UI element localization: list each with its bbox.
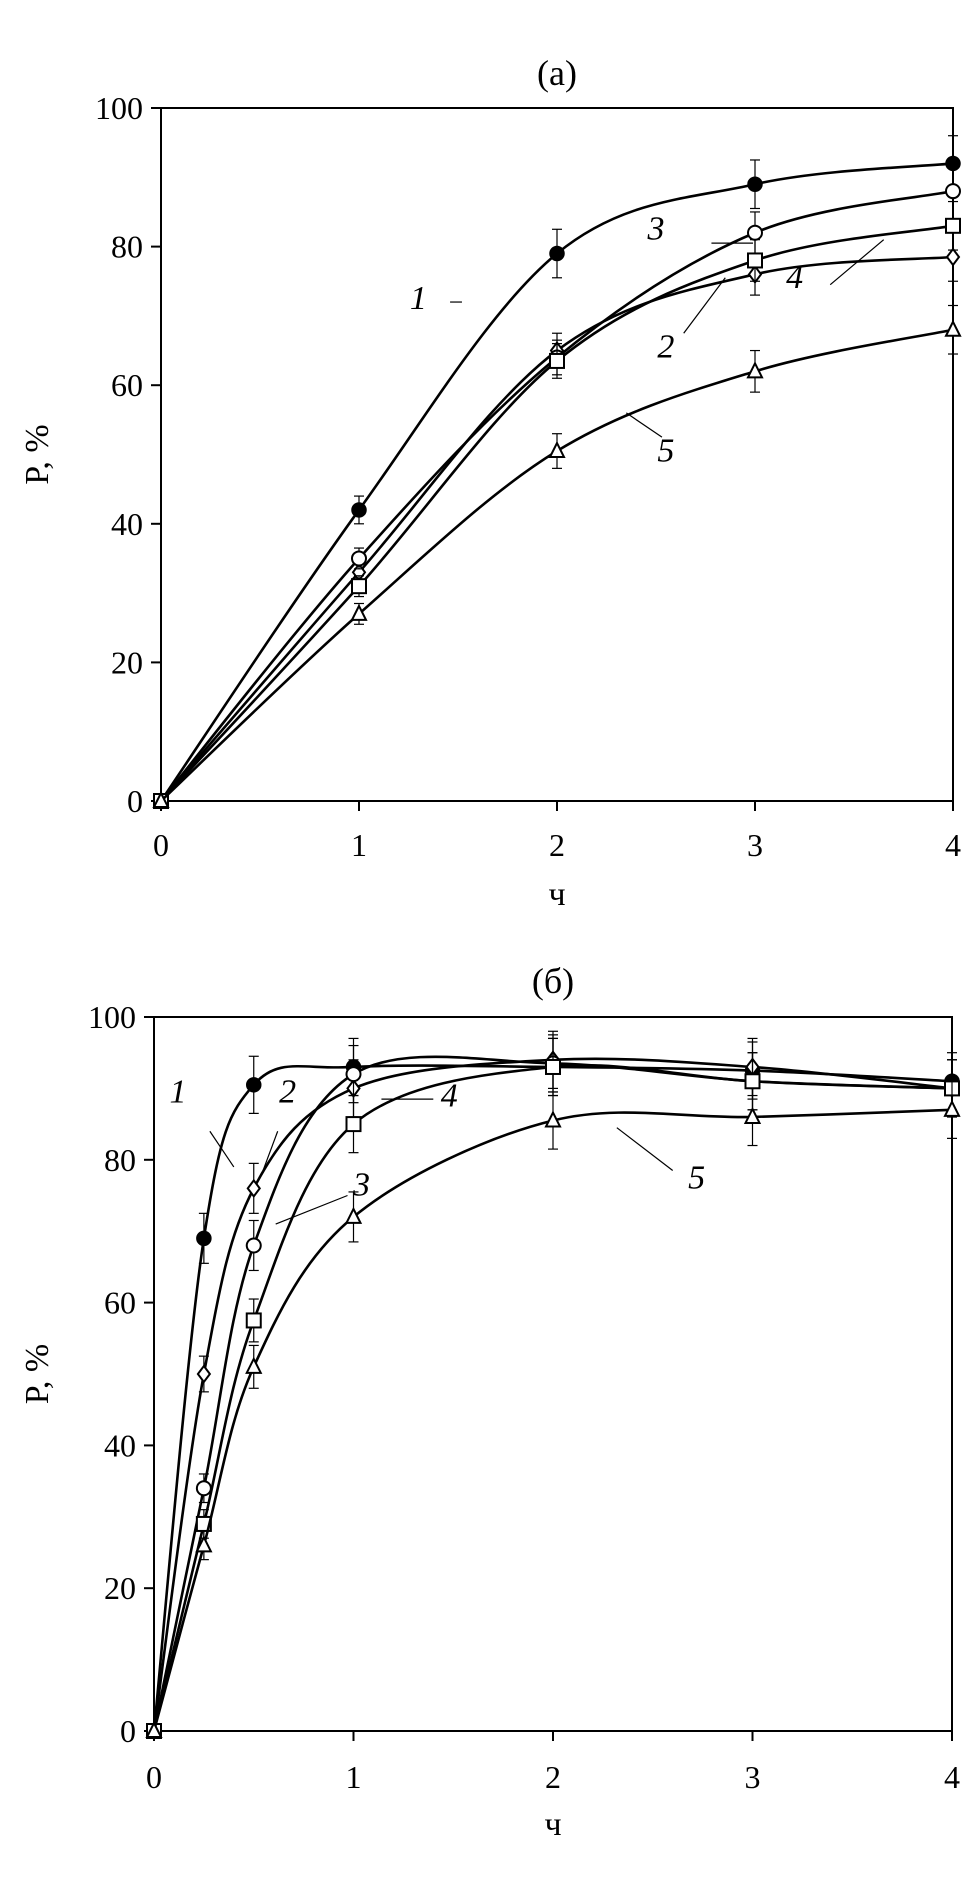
- data-point-series-4: [744, 1073, 761, 1090]
- series-2: [153, 232, 961, 811]
- x-tick-label: 2: [549, 827, 565, 863]
- y-tick-label: 100: [88, 999, 136, 1035]
- chart-title: (а): [537, 53, 577, 93]
- data-point-series-5: [743, 1106, 762, 1124]
- x-tick-label: 0: [153, 827, 169, 863]
- x-tick-label: 3: [747, 827, 763, 863]
- data-point-series-4: [945, 217, 961, 234]
- curve-label-leader: [829, 239, 885, 286]
- x-tick-label: 2: [545, 1759, 561, 1795]
- data-point-series-5: [944, 319, 962, 337]
- curve-label: 1: [410, 280, 427, 317]
- x-tick-label: 1: [346, 1759, 362, 1795]
- data-point-series-5: [245, 1356, 263, 1374]
- y-tick-label: 60: [111, 367, 143, 403]
- y-tick-label: 80: [111, 229, 143, 265]
- data-point-series-3: [245, 1237, 262, 1254]
- series-1: [153, 135, 961, 809]
- data-point-series-5: [350, 603, 368, 621]
- y-axis-label: P, %: [19, 1344, 56, 1404]
- data-point-series-5: [548, 440, 566, 459]
- series-3-line: [159, 189, 954, 802]
- curve-label: 4: [786, 259, 803, 296]
- data-point-series-1: [196, 1230, 212, 1247]
- x-tick-label: 4: [944, 1759, 960, 1795]
- y-tick-label: 40: [104, 1427, 136, 1463]
- y-tick-label: 20: [111, 644, 143, 680]
- chart-panel-a: 0 20 40 60 80 100 0 1 2 3 4 (а) ч P, % 1 3 2 4 5: [19, 53, 962, 913]
- data-point-series-2: [945, 247, 961, 267]
- curve-label-leader: [625, 412, 663, 438]
- data-point-series-4: [351, 578, 367, 595]
- y-tick-label: 60: [104, 1285, 136, 1321]
- series-1-line: [159, 162, 954, 802]
- series-2-line: [160, 255, 954, 802]
- data-point-series-5: [746, 361, 764, 379]
- curve-label: 5: [688, 1159, 705, 1196]
- series-5: [145, 1080, 961, 1738]
- data-point-series-5: [152, 790, 170, 808]
- x-tick-label: 0: [146, 1759, 162, 1795]
- series-4-line: [152, 1064, 953, 1732]
- data-point-series-3: [747, 224, 763, 241]
- data-point-series-4: [549, 352, 565, 369]
- curve-label: 3: [352, 1167, 370, 1204]
- curve-label: 4: [441, 1077, 458, 1114]
- curve-label-leader: [616, 1127, 674, 1171]
- series-3-line: [152, 1055, 953, 1732]
- curve-label: 3: [647, 211, 665, 248]
- series-2-line: [152, 1057, 953, 1732]
- curve-label-leader: [209, 1130, 235, 1168]
- data-point-series-4: [545, 1058, 561, 1075]
- x-tick-label: 1: [351, 827, 367, 863]
- curve-label-leader: [261, 1131, 279, 1175]
- data-point-series-3: [195, 1480, 212, 1497]
- data-point-series-2: [246, 1178, 261, 1199]
- x-tick-label: 4: [945, 827, 961, 863]
- curve-label-leader: [683, 277, 726, 334]
- x-tick-label: 3: [745, 1759, 761, 1795]
- data-point-series-5: [145, 1720, 163, 1738]
- y-tick-label: 100: [95, 90, 143, 126]
- data-point-series-3: [351, 550, 367, 567]
- y-tick-label: 40: [111, 506, 143, 542]
- series-4: [153, 200, 961, 809]
- data-point-series-4: [345, 1116, 362, 1133]
- x-axis-label: ч: [544, 1806, 561, 1843]
- series-4-line: [160, 224, 954, 802]
- curve-label: 1: [169, 1074, 186, 1111]
- chart-panel-b: 0 20 40 60 80 100 0 1 2 3 4 (б) ч P, % 1 2 3 4 5: [19, 961, 961, 1843]
- data-point-series-1: [549, 245, 565, 262]
- data-point-series-4: [245, 1312, 262, 1329]
- data-point-series-3: [945, 183, 961, 200]
- data-point-series-3: [345, 1066, 362, 1083]
- data-point-series-2: [196, 1364, 212, 1384]
- chart-title: (б): [532, 961, 574, 1001]
- series-5-line: [160, 328, 954, 802]
- y-tick-label: 80: [104, 1142, 136, 1178]
- y-tick-label: 20: [104, 1570, 136, 1606]
- series-1-line: [152, 1064, 953, 1732]
- data-point-series-1: [246, 1077, 262, 1093]
- curve-label-leader: [275, 1194, 348, 1225]
- data-point-series-5: [195, 1535, 213, 1553]
- y-axis-label: P, %: [19, 424, 56, 484]
- curve-label: 2: [279, 1074, 296, 1111]
- y-tick-label: 0: [127, 783, 143, 819]
- curve-label: 5: [657, 432, 674, 469]
- data-point-series-5: [943, 1099, 961, 1117]
- series-5-line: [152, 1108, 953, 1732]
- data-point-series-5: [544, 1110, 562, 1128]
- data-point-series-1: [747, 176, 763, 192]
- series-5: [152, 304, 962, 808]
- y-tick-label: 0: [120, 1713, 136, 1749]
- curve-label: 2: [657, 328, 674, 365]
- data-point-series-4: [747, 252, 763, 269]
- data-point-series-1: [351, 502, 367, 518]
- data-point-series-5: [344, 1206, 363, 1224]
- x-axis-label: ч: [548, 876, 565, 913]
